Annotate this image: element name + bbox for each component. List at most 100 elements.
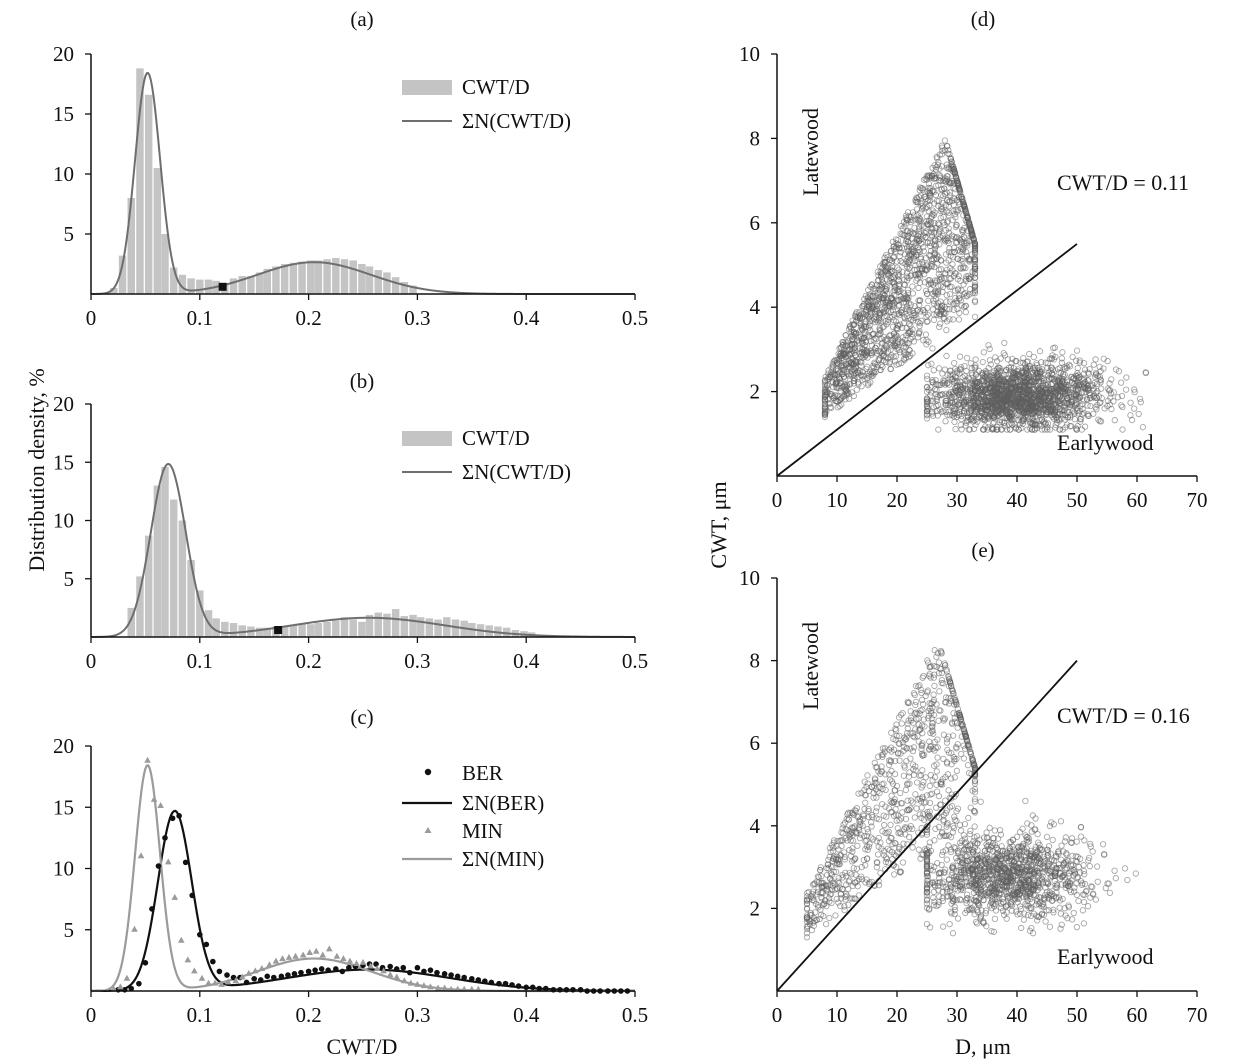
latewood-point	[850, 336, 857, 344]
latewood-point	[899, 324, 906, 331]
data-point-min	[380, 967, 387, 974]
latewood-point	[827, 371, 834, 378]
latewood-point	[862, 799, 869, 806]
earlywood-point	[951, 359, 958, 367]
earlywood-point	[1069, 353, 1076, 361]
x-tick-label: 0.1	[187, 306, 213, 330]
latewood-point	[921, 271, 928, 278]
latewood-point	[886, 278, 894, 285]
data-point-ber	[387, 963, 394, 970]
earlywood-point	[942, 408, 949, 415]
latewood-point	[971, 288, 979, 295]
latewood-point	[962, 289, 969, 297]
latewood-point	[903, 305, 910, 313]
latewood-point	[882, 771, 889, 778]
latewood-point	[896, 253, 903, 260]
data-point-ber	[155, 863, 162, 869]
x-tick-label: 0.1	[187, 1003, 213, 1027]
latewood-point	[949, 300, 957, 307]
data-point-ber	[482, 978, 488, 984]
latewood-point	[859, 345, 867, 353]
earlywood-point	[969, 371, 976, 378]
latewood-point	[904, 296, 911, 303]
latewood-point	[926, 782, 934, 790]
panel-d-title: (d)	[971, 7, 996, 31]
histogram-bar	[391, 609, 400, 637]
histogram-bar	[314, 623, 323, 637]
x-tick-label: 0.3	[404, 1003, 430, 1027]
earlywood-point	[1077, 418, 1084, 425]
earlywood-point	[952, 425, 959, 433]
data-point-ber	[251, 975, 257, 982]
histogram-bar	[289, 625, 298, 637]
latewood-point	[947, 275, 955, 282]
latewood-point	[954, 275, 961, 283]
data-point-min	[279, 955, 286, 962]
histogram-bar	[434, 619, 442, 637]
earlywood-point	[1030, 353, 1037, 361]
x-tick-label: 0.5	[622, 1003, 648, 1027]
latewood-point	[876, 324, 883, 331]
latewood-point	[905, 238, 912, 245]
latewood-point	[878, 285, 886, 292]
latewood-point	[895, 302, 902, 310]
latewood-point	[920, 337, 927, 344]
earlywood-point	[1118, 379, 1125, 386]
latewood-point	[960, 265, 967, 272]
data-point-ber	[496, 980, 502, 987]
latewood-point	[831, 357, 838, 364]
latewood-point	[951, 195, 958, 202]
latewood-point	[916, 297, 924, 304]
legend-label: MIN	[462, 819, 503, 843]
latewood-point	[925, 297, 932, 304]
latewood-point	[960, 233, 967, 241]
data-point-ber	[169, 815, 176, 822]
y-tick-label: 5	[64, 918, 75, 942]
data-point-ber	[515, 983, 522, 989]
latewood-point	[924, 239, 931, 247]
latewood-point	[935, 792, 943, 800]
latewood-point	[909, 844, 916, 851]
data-point-min	[191, 967, 198, 974]
earlywood-point	[986, 345, 993, 353]
latewood-point	[883, 286, 890, 293]
latewood-point	[902, 340, 909, 347]
earlywood-point	[1137, 399, 1144, 406]
latewood-point	[847, 370, 854, 378]
latewood-point	[945, 146, 952, 154]
latewood-point	[852, 871, 859, 878]
latewood-point	[850, 392, 858, 400]
data-point-ber	[406, 969, 413, 976]
latewood-point	[927, 279, 935, 286]
legend-bar-swatch	[402, 431, 452, 446]
latewood-point	[912, 791, 919, 798]
latewood-point	[829, 379, 837, 386]
latewood-point	[887, 274, 894, 282]
latewood-point	[832, 380, 840, 387]
y-tick-label: 6	[750, 211, 761, 235]
latewood-point	[882, 259, 889, 266]
latewood-point	[916, 230, 923, 238]
data-point-ber	[149, 906, 155, 912]
latewood-point	[965, 255, 973, 262]
fitted-curve-nmin	[90, 764, 635, 993]
y-tick-label: 20	[53, 734, 74, 758]
data-point-ber	[502, 980, 509, 987]
left-y-axis-label: Distribution density, %	[24, 368, 49, 571]
latewood-point	[878, 281, 885, 289]
latewood-point	[946, 245, 953, 252]
latewood-point	[876, 327, 884, 334]
latewood-point	[840, 382, 847, 390]
earlywood-label: Earlywood	[1057, 430, 1154, 455]
data-point-min	[150, 795, 158, 802]
latewood-point	[960, 281, 967, 288]
latewood-point	[918, 199, 925, 207]
latewood-point	[886, 332, 893, 339]
data-point-ber	[189, 892, 195, 899]
latewood-point	[952, 287, 959, 294]
latewood-point	[894, 326, 901, 333]
earlywood-point	[924, 375, 931, 383]
latewood-point	[939, 288, 946, 295]
latewood-point	[962, 302, 969, 310]
data-point-ber	[414, 964, 421, 971]
